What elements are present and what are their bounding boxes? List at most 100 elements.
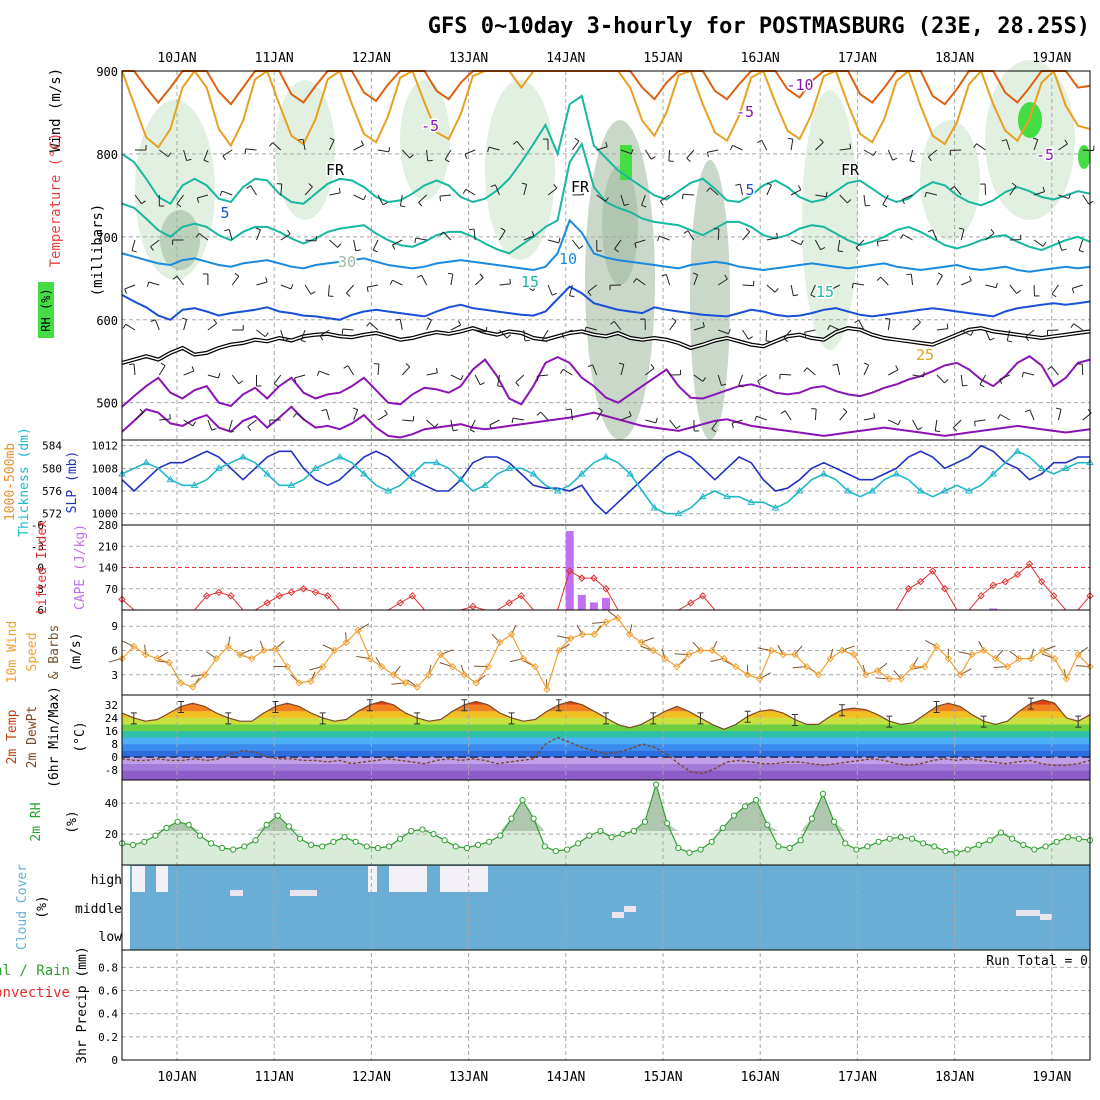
wind-barb-flag	[798, 185, 802, 191]
wind-barb-flag	[416, 274, 422, 278]
wind-barb	[198, 232, 209, 241]
cloud-thin-5	[1040, 914, 1052, 920]
cloud-thin-1	[290, 890, 317, 896]
wind-barb-flag	[427, 159, 433, 162]
wind-barb-flag	[141, 200, 146, 205]
wind-barb-flag	[146, 281, 150, 287]
wind-barb	[154, 319, 160, 331]
wind-barb-flag	[1068, 193, 1071, 199]
rh2m-marker	[408, 827, 415, 835]
wind-barb	[562, 368, 573, 376]
wind10m-marker	[944, 654, 953, 663]
rh2m-marker	[1020, 841, 1027, 849]
wind10m-marker	[130, 642, 138, 651]
wind-barb	[853, 282, 865, 286]
cape-tick: 280	[98, 519, 118, 532]
wind-barb	[732, 144, 743, 151]
wind-barb-flag	[124, 288, 127, 294]
wind-barb-flag	[909, 160, 915, 163]
rh2m-marker	[274, 812, 281, 819]
rh2m-marker	[352, 838, 359, 845]
cloud-thin-2	[612, 912, 624, 918]
thickness-marker	[698, 492, 707, 500]
wind-barb	[158, 365, 166, 376]
thickness-marker	[166, 475, 175, 483]
wind-barb	[353, 144, 364, 151]
wind-tick: 9	[111, 620, 118, 633]
wind10m-marker	[118, 654, 126, 663]
wind-barb	[377, 413, 388, 421]
rh2m-marker	[541, 843, 548, 850]
date-label-bottom: 16JAN	[741, 1070, 780, 1085]
wind-barb	[1000, 414, 1011, 421]
contour-label: -5	[1036, 146, 1054, 164]
date-label-bottom: 17JAN	[838, 1070, 877, 1085]
wind10m-marker	[614, 614, 622, 622]
wind-barb-flag	[634, 243, 637, 249]
wind-barb	[780, 373, 792, 376]
wind-barb	[742, 329, 749, 340]
wind10m-marker	[401, 679, 410, 687]
wind-barb-flag	[597, 407, 603, 411]
wind-barb	[488, 146, 500, 151]
contour-label: FR	[571, 178, 590, 196]
rh2m-marker	[853, 846, 860, 853]
wind10m-marker	[318, 662, 327, 671]
wind-barb	[1057, 409, 1062, 421]
thickness-marker	[674, 509, 683, 517]
pressure-tick: 600	[96, 314, 118, 328]
wind10m-marker	[1086, 662, 1094, 671]
wind-barb-flag	[181, 317, 187, 320]
wind-barb-flag	[757, 139, 762, 144]
rh2m-marker	[953, 849, 960, 856]
li-marker	[904, 585, 913, 593]
wind10m-marker	[802, 662, 811, 671]
wind-barb-flag	[521, 182, 527, 185]
ylabel-rh: RH (%)	[39, 288, 53, 331]
wind-barb-flag	[300, 339, 306, 343]
rh2m-marker	[1009, 835, 1016, 842]
wind-barb-flag	[439, 231, 444, 236]
wind-barb	[418, 194, 427, 203]
wind10m-marker	[1050, 654, 1059, 663]
wind-barb	[932, 229, 938, 241]
wind-barb	[569, 284, 573, 296]
rh2m-marker	[986, 837, 993, 844]
wind-barb	[183, 319, 188, 331]
wind-barb	[300, 329, 306, 341]
wind-barb	[979, 374, 986, 385]
rh2m-marker	[252, 837, 259, 844]
wind10m-barb	[912, 657, 919, 667]
wind-barb-flag	[916, 318, 921, 323]
wind-barb	[176, 275, 184, 286]
rh2m-marker	[397, 835, 404, 842]
wind-barb-flag	[952, 427, 958, 432]
wind-barb-flag	[192, 421, 196, 427]
rh2m-marker	[697, 846, 704, 853]
wind10m-marker	[519, 654, 528, 663]
contour-label: -5	[421, 117, 439, 135]
wind10m-marker	[141, 650, 150, 659]
wind-barb-flag	[927, 229, 933, 233]
wind-barb-flag	[1047, 366, 1052, 370]
rh2m-marker	[530, 815, 537, 822]
wind-barb	[401, 149, 411, 159]
temp-minmax	[933, 700, 940, 713]
wind10m-marker	[484, 662, 492, 671]
wind-barb-flag	[531, 231, 535, 237]
date-label-top: 11JAN	[255, 51, 294, 66]
wind-barb-flag	[122, 323, 127, 329]
rh2m-marker	[897, 834, 904, 841]
wind-barb	[756, 415, 767, 421]
li-marker	[505, 599, 513, 607]
wind-barb	[353, 239, 357, 251]
date-label-top: 10JAN	[157, 51, 196, 66]
rh2m-marker	[708, 838, 715, 845]
temp-minmax	[178, 700, 185, 713]
wind-barb-flag	[569, 295, 575, 298]
rh2m-marker	[619, 830, 626, 838]
wind-barb	[542, 329, 549, 340]
wind-barb-flag	[497, 385, 503, 388]
wind-barb	[644, 149, 652, 160]
rh2m-marker	[519, 796, 526, 804]
